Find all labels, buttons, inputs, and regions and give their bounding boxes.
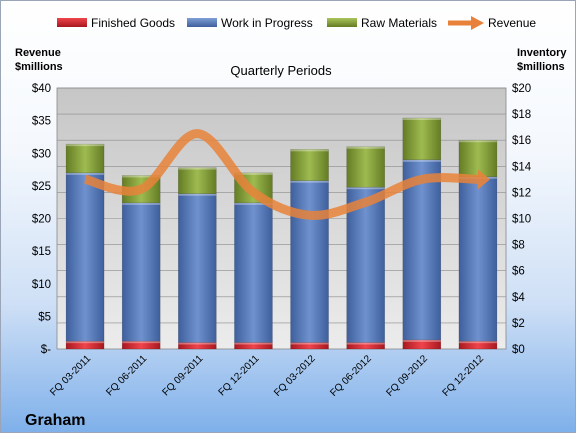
bar-finished-goods (65, 340, 105, 350)
bar-work-in-progress-highlight (234, 202, 273, 205)
left-tick-label: $30 (32, 148, 51, 160)
right-tick-label: $18 (512, 109, 531, 121)
right-axis-ticks: $0 $2 $4 $6 $8 $10 $12 $14 $16 $18 $20 (512, 83, 532, 356)
bar-work-in-progress (121, 202, 161, 342)
bar-raw-materials-highlight (458, 140, 497, 143)
bar-raw-materials (178, 167, 217, 194)
legend-arrow-revenue (471, 16, 484, 30)
legend-swatch-raw-materials (327, 18, 357, 27)
legend-swatch-finished-goods (57, 18, 87, 27)
left-axis-ticks: $- $5 $10 $15 $20 $25 $30 $35 $40 (32, 83, 51, 356)
left-tick-label: $15 (32, 246, 51, 258)
category-label: FQ 09-2011 (160, 353, 205, 398)
right-tick-label: $4 (512, 292, 525, 304)
left-tick-label: $40 (32, 83, 51, 95)
bar-finished-goods-highlight (66, 341, 105, 344)
category-label: FQ 06-2011 (104, 353, 149, 398)
right-tick-label: $6 (512, 266, 525, 278)
right-axis-title-line1: Inventory (517, 47, 567, 59)
left-axis-title-line2: $millions (15, 61, 63, 73)
bar-raw-materials-highlight (234, 172, 273, 175)
bar-work-in-progress-highlight (178, 193, 217, 196)
bar-work-in-progress-highlight (122, 202, 161, 205)
category-label: FQ 03-2011 (48, 353, 93, 398)
bar-raw-materials-highlight (178, 167, 217, 170)
category-label: FQ 12-2012 (441, 353, 487, 399)
bar-finished-goods-highlight (234, 342, 273, 345)
category-label: FQ 06-2012 (328, 353, 374, 399)
bar-raw-materials-highlight (346, 146, 385, 149)
left-tick-label: $5 (38, 311, 51, 323)
legend-label-revenue: Revenue (488, 16, 536, 30)
bar-finished-goods-highlight (346, 342, 385, 345)
legend-label-finished-goods: Finished Goods (91, 16, 175, 30)
category-label: FQ 03-2012 (272, 353, 318, 399)
bar-work-in-progress (346, 186, 385, 343)
bar-work-in-progress (178, 193, 217, 343)
bar-finished-goods (121, 340, 161, 350)
bar-raw-materials-highlight (290, 149, 329, 152)
bar-work-in-progress-highlight (346, 187, 385, 190)
plot-title: Quarterly Periods (230, 63, 332, 78)
bar-finished-goods-highlight (290, 342, 329, 345)
right-tick-label: $8 (512, 240, 525, 252)
right-tick-label: $20 (512, 83, 531, 95)
bar-raw-materials-highlight (66, 144, 105, 147)
revenue-series (83, 129, 490, 220)
bar-work-in-progress (402, 159, 442, 341)
bar-work-in-progress (458, 176, 498, 342)
left-tick-label: $25 (32, 181, 51, 193)
bar-work-in-progress (290, 180, 329, 343)
legend: Finished Goods Work in Progress Raw Mate… (57, 16, 536, 30)
right-tick-label: $14 (512, 161, 532, 173)
left-tick-label: $35 (32, 116, 51, 128)
category-label: FQ 09-2012 (384, 353, 430, 399)
right-axis-title-line2: $millions (517, 61, 565, 73)
left-tick-label: $20 (32, 214, 51, 226)
right-tick-label: $16 (512, 135, 531, 147)
right-tick-label: $10 (512, 214, 531, 226)
bar-raw-materials (402, 117, 442, 161)
bar-raw-materials (290, 149, 329, 181)
bar-finished-goods (234, 342, 273, 350)
left-tick-label: $- (41, 344, 51, 356)
bar-raw-materials-highlight (402, 118, 441, 121)
bar-work-in-progress (234, 202, 273, 343)
right-tick-label: $12 (512, 187, 531, 199)
bar-finished-goods-highlight (122, 341, 161, 344)
category-label: FQ 12-2011 (217, 353, 262, 398)
left-axis-title-line1: Revenue (15, 47, 61, 59)
left-tick-label: $10 (32, 279, 51, 291)
bar-finished-goods-highlight (458, 341, 497, 344)
company-name: Graham (25, 412, 85, 429)
bar-raw-materials (65, 143, 105, 174)
bar-work-in-progress (65, 172, 105, 342)
revenue-arrowhead (477, 169, 490, 190)
bar-work-in-progress-highlight (290, 180, 329, 183)
category-labels: FQ 03-2011 FQ 06-2011 FQ 09-2011 FQ 12-2011… (48, 353, 486, 399)
legend-swatch-work-in-progress (187, 18, 217, 27)
bar-finished-goods-highlight (178, 342, 217, 345)
bar-work-in-progress-highlight (66, 172, 105, 175)
bar-work-in-progress-highlight (402, 159, 441, 162)
bar-finished-goods (458, 340, 498, 350)
bar-finished-goods-highlight (402, 339, 441, 342)
bar-finished-goods (346, 342, 385, 350)
right-tick-label: $0 (512, 344, 525, 356)
legend-label-work-in-progress: Work in Progress (221, 16, 313, 30)
bar-raw-materials-highlight (122, 175, 161, 178)
revenue-line (83, 129, 479, 220)
bar-raw-materials (346, 146, 385, 188)
legend-label-raw-materials: Raw Materials (361, 16, 437, 30)
right-tick-label: $2 (512, 318, 525, 330)
